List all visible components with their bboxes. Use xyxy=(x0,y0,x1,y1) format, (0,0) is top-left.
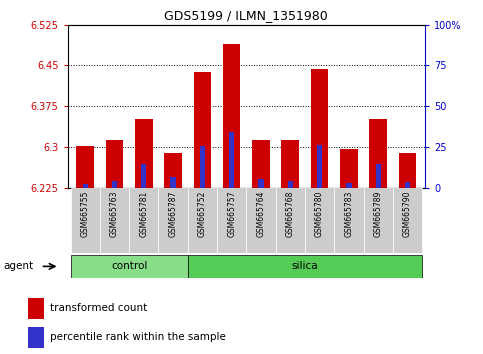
Bar xyxy=(164,153,182,188)
Bar xyxy=(28,327,44,348)
Bar xyxy=(288,181,293,188)
Text: GSM665787: GSM665787 xyxy=(169,191,178,237)
Text: GSM665780: GSM665780 xyxy=(315,191,324,237)
Bar xyxy=(106,141,123,188)
Bar xyxy=(282,141,299,188)
Bar xyxy=(135,119,153,188)
Text: control: control xyxy=(111,261,147,272)
Bar xyxy=(188,255,422,278)
Bar xyxy=(375,164,381,188)
Bar xyxy=(83,184,88,188)
Bar xyxy=(252,141,270,188)
Text: silica: silica xyxy=(292,261,318,272)
Text: GSM665783: GSM665783 xyxy=(344,191,354,237)
Text: transformed count: transformed count xyxy=(50,303,147,313)
Text: GSM665781: GSM665781 xyxy=(139,191,148,237)
Bar xyxy=(200,146,205,188)
Bar xyxy=(112,181,117,188)
Bar xyxy=(76,146,94,188)
Bar xyxy=(405,182,410,188)
Text: GSM665763: GSM665763 xyxy=(110,191,119,238)
Bar xyxy=(246,188,276,253)
Bar xyxy=(369,119,387,188)
Bar xyxy=(71,188,100,253)
Bar xyxy=(223,44,241,188)
Bar xyxy=(129,188,158,253)
Bar xyxy=(317,145,322,188)
Bar xyxy=(71,255,188,278)
Bar xyxy=(141,164,146,188)
Bar xyxy=(393,188,422,253)
Text: GSM665790: GSM665790 xyxy=(403,191,412,238)
Bar xyxy=(194,72,211,188)
Text: GSM665764: GSM665764 xyxy=(256,191,266,238)
Text: percentile rank within the sample: percentile rank within the sample xyxy=(50,332,226,342)
Bar xyxy=(276,188,305,253)
Text: GSM665768: GSM665768 xyxy=(286,191,295,237)
Text: GSM665757: GSM665757 xyxy=(227,191,236,238)
Bar xyxy=(346,183,352,188)
Bar xyxy=(188,188,217,253)
Bar xyxy=(340,149,357,188)
Text: GSM665755: GSM665755 xyxy=(81,191,90,238)
Bar xyxy=(258,179,264,188)
Bar xyxy=(311,69,328,188)
Text: GSM665752: GSM665752 xyxy=(198,191,207,237)
Bar xyxy=(229,132,234,188)
Bar xyxy=(334,188,364,253)
Bar xyxy=(28,298,44,319)
Bar xyxy=(305,188,334,253)
Bar xyxy=(100,188,129,253)
Text: GSM665789: GSM665789 xyxy=(374,191,383,237)
Bar xyxy=(364,188,393,253)
Text: agent: agent xyxy=(3,261,33,272)
Bar xyxy=(217,188,246,253)
Bar xyxy=(158,188,188,253)
Bar xyxy=(170,177,176,188)
Title: GDS5199 / ILMN_1351980: GDS5199 / ILMN_1351980 xyxy=(164,9,328,22)
Bar xyxy=(398,153,416,188)
